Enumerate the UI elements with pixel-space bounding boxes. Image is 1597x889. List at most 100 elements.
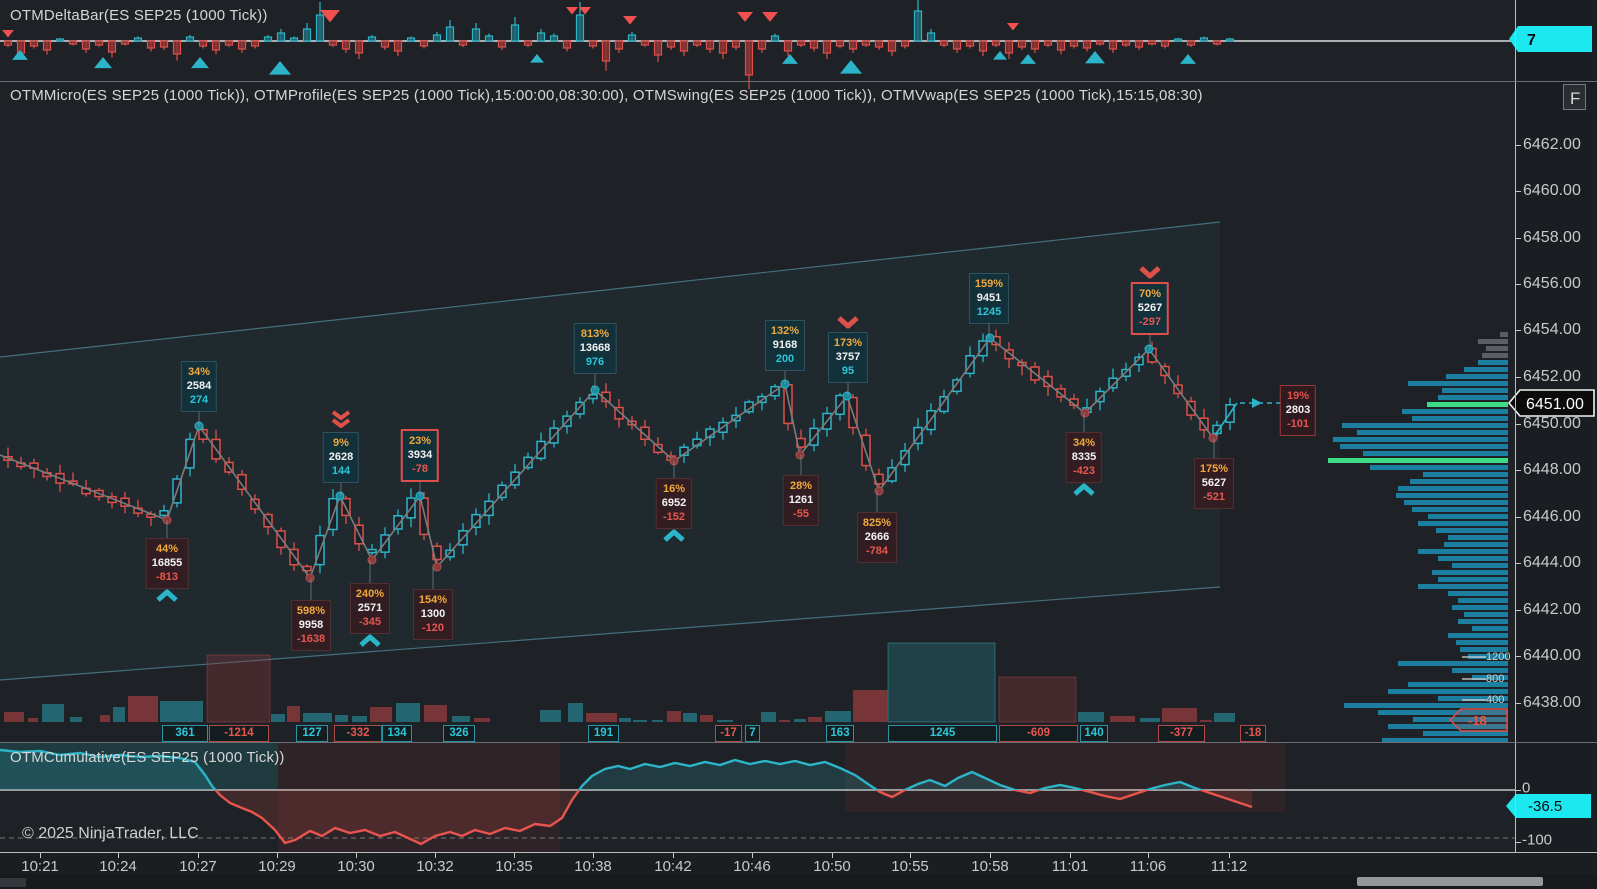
volume-bar (370, 707, 392, 722)
candle-body (614, 406, 624, 420)
annotation-value: 5627 (1201, 477, 1227, 489)
chevron-down-icon (837, 316, 859, 329)
up-triangle-icon (12, 50, 28, 60)
delta-bar (497, 40, 507, 48)
volume-profile-bar (1442, 388, 1508, 393)
down-triangle-icon (2, 30, 14, 38)
delta-value-tag: 7 (1509, 26, 1592, 52)
volume-profile-bar (1460, 647, 1508, 652)
swing-annotation: 70% 5267 -297 (1130, 282, 1170, 335)
annotation-value: 28% (789, 480, 813, 492)
bar-delta-box: 127 (296, 725, 328, 742)
down-triangle-icon (320, 10, 340, 23)
price-axis-gutter[interactable] (1516, 0, 1597, 852)
annotation-value: 154% (418, 594, 448, 606)
volume-bar (717, 720, 733, 722)
annotation-value: 274 (189, 394, 209, 406)
down-triangle-icon (762, 12, 778, 22)
volume-bar (352, 716, 367, 722)
vwap-channel (0, 221, 1221, 681)
up-triangle-icon (269, 61, 291, 75)
candle-body (1108, 377, 1118, 389)
volume-profile-bar (1448, 591, 1508, 596)
up-triangle-icon (1085, 51, 1105, 64)
volume-profile-bar (1438, 395, 1508, 400)
candle-body (393, 515, 403, 530)
panel-divider-top[interactable] (0, 81, 1597, 82)
volume-profile-bar (1388, 689, 1508, 694)
delta-bar (861, 40, 871, 46)
volume-profile-bar (1468, 654, 1508, 659)
delta-bar (1199, 37, 1209, 42)
volume-profile-bar (1370, 465, 1508, 470)
down-triangle-icon (737, 12, 753, 22)
delta-bar (94, 40, 104, 46)
volume-bar (160, 701, 203, 722)
annotation-value: -784 (865, 545, 889, 557)
delta-bar (250, 40, 260, 47)
bar-delta-box: 191 (588, 725, 619, 742)
annotation-value: 813% (580, 328, 610, 340)
annotation-value: 2803 (1285, 404, 1311, 416)
delta-bar (744, 40, 754, 76)
volume-bar (100, 715, 110, 722)
delta-bar (211, 40, 221, 51)
bar-delta-box: -18 (1240, 725, 1266, 742)
volume-bar (452, 716, 470, 722)
annotation-value: 16855 (151, 557, 183, 569)
delta-bar (614, 40, 624, 50)
annotation-value: -101 (1286, 418, 1310, 430)
annotation-value: 173% (833, 337, 863, 349)
volume-bar (303, 713, 332, 722)
down-triangle-icon (566, 7, 578, 15)
volume-bar (540, 710, 561, 722)
cumulative-line-positive (0, 748, 1205, 790)
candle-body (250, 498, 260, 510)
volume-bar (128, 696, 158, 722)
delta-bar (3, 40, 13, 46)
delta-bar (354, 40, 364, 54)
scrollbar-track[interactable] (0, 874, 1597, 889)
profile-delta-tag: -18 (1448, 708, 1508, 732)
time-axis[interactable] (0, 852, 1597, 874)
up-triangle-icon (1180, 54, 1196, 64)
volume-profile-bar (1333, 437, 1508, 442)
volume-bar (396, 703, 420, 722)
panel-divider-bottom[interactable] (0, 742, 1597, 743)
cumulative-session-tint (845, 742, 1285, 812)
session-volume-box (887, 642, 996, 723)
horizontal-scrollbar[interactable] (1357, 877, 1543, 886)
annotation-value: -78 (412, 463, 428, 475)
delta-bar (1108, 40, 1118, 50)
delta-bar (328, 40, 338, 46)
delta-bar (419, 40, 429, 47)
annotation-value: 9451 (976, 292, 1002, 304)
volume-profile-bar (1500, 332, 1508, 337)
delta-bar (692, 40, 702, 46)
volume-bar (700, 715, 713, 722)
swing-low-dot (1080, 408, 1090, 418)
bar-delta-box: 140 (1080, 725, 1108, 742)
volume-profile-bar (1357, 430, 1508, 435)
volume-profile-bar (1412, 507, 1508, 512)
cumulative-area-positive (0, 750, 1252, 790)
volume-profile-bar (1382, 738, 1508, 743)
focus-button[interactable]: F (1563, 84, 1586, 110)
swing-low-dot (874, 486, 884, 496)
delta-bar (757, 40, 767, 50)
volume-profile-bar (1428, 514, 1508, 519)
annotation-value: 8335 (1071, 451, 1097, 463)
annotation-value: 200 (775, 353, 795, 365)
candle-body (471, 513, 481, 528)
annotation-value: 16% (662, 483, 686, 495)
delta-bar (1017, 40, 1027, 48)
delta-bar (770, 35, 780, 42)
session-volume-box (998, 676, 1077, 723)
annotation-value: 144 (331, 465, 351, 477)
delta-bar (913, 10, 923, 42)
time-axis-line (0, 852, 1597, 853)
volume-bar (1214, 713, 1235, 722)
delta-bar (627, 34, 637, 42)
annotation-value: -345 (358, 616, 382, 628)
